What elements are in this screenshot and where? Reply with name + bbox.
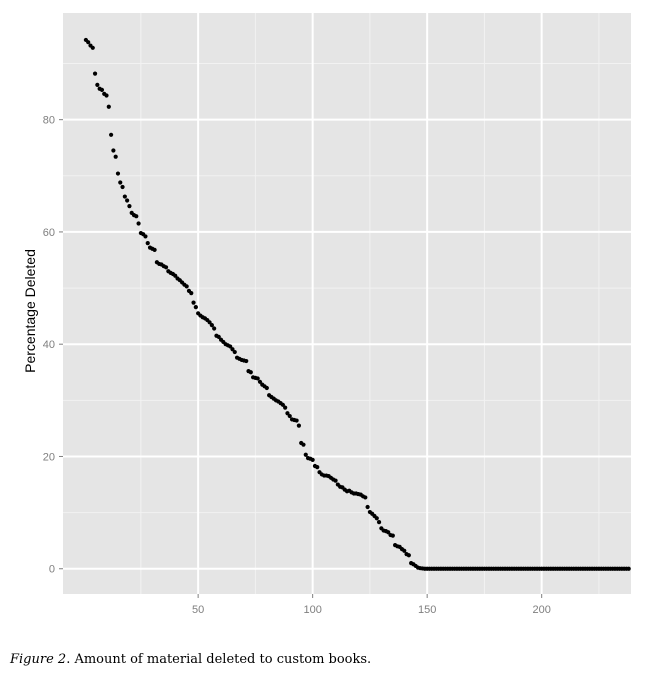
data-point [365,504,370,510]
figure-caption: Figure 2. Amount of material deleted to … [10,652,371,667]
x-tick-label: 50 [192,604,204,616]
data-point [136,221,141,226]
data-point [363,495,368,500]
data-point [333,478,338,483]
y-tick-label: 40 [43,339,55,351]
data-point [104,93,109,98]
data-point [255,376,260,381]
data-point [406,553,411,558]
data-point [248,370,253,375]
data-point [626,566,631,571]
data-point [134,214,139,219]
data-point [374,516,379,521]
chart-svg: 0 20 40 60 80 50 100 150 200 Percentage Deleted [22,13,631,616]
x-axis-ticks: 50 100 150 200 [192,594,551,616]
figure-label: Figure 2 [10,652,67,667]
data-point [90,45,95,50]
data-point [386,530,391,535]
x-tick-label: 200 [532,604,550,616]
data-point [125,198,130,203]
data-point [113,154,118,159]
data-point [118,180,123,185]
major-gridlines [63,13,631,594]
data-point [109,132,114,137]
y-axis-title: Percentage Deleted [22,249,38,373]
data-point [228,344,233,349]
data-point [296,423,301,428]
y-tick-label: 60 [43,227,55,239]
x-tick-label: 150 [418,604,436,616]
data-point [163,265,169,270]
data-point [173,273,178,278]
data-point [127,204,132,209]
data-point [99,87,105,93]
data-point [390,533,395,538]
data-point [184,284,189,289]
data-point [120,184,125,190]
data-point [152,247,157,252]
data-point [283,405,288,410]
data-point [111,148,116,153]
data-point [115,171,121,176]
data-point [212,326,217,331]
data-point [209,323,214,328]
caption-text: . Amount of material deleted to custom b… [66,652,372,667]
data-point [303,452,308,457]
y-axis-ticks: 0 20 40 60 80 [43,115,63,576]
data-point [376,520,382,525]
data-point [189,291,194,296]
data-point [294,418,299,423]
data-point [95,82,100,87]
data-point [191,300,196,305]
data-points [83,37,631,571]
data-point [145,241,150,246]
y-tick-label: 0 [49,564,55,576]
data-point [402,548,407,553]
scatter-chart: 0 20 40 60 80 50 100 150 200 Percentage Deleted [22,13,631,616]
data-point [232,349,237,355]
data-point [280,402,285,407]
plot-panel [63,13,631,594]
data-point [216,334,221,339]
data-point [230,347,235,352]
x-tick-label: 100 [303,604,321,616]
y-tick-label: 20 [43,451,55,463]
data-point [315,465,320,470]
data-point [257,379,263,384]
data-point [301,442,306,447]
data-point [193,305,198,310]
data-point [264,385,269,391]
data-point [244,358,249,364]
y-tick-label: 80 [43,115,55,127]
data-point [106,104,111,109]
data-point [285,411,290,416]
data-point [143,234,148,239]
data-point [122,194,127,199]
data-point [287,413,292,419]
minor-gridlines [63,13,631,594]
data-point [86,40,91,45]
data-point [207,320,212,325]
data-point [92,71,98,76]
data-point [310,457,315,462]
